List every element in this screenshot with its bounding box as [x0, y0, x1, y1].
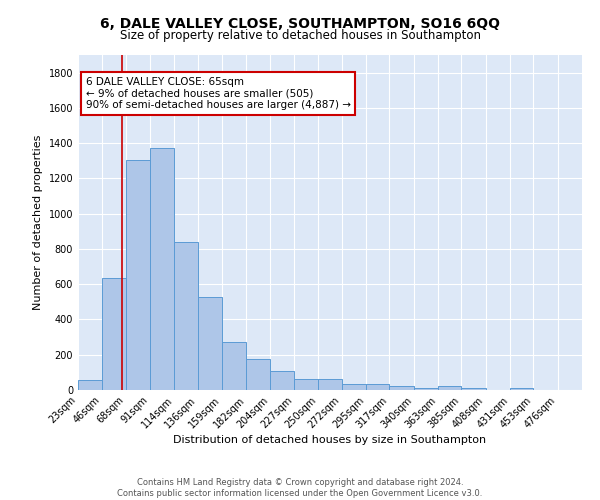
Bar [150, 148, 175, 390]
Text: Size of property relative to detached houses in Southampton: Size of property relative to detached ho… [119, 29, 481, 42]
Bar [103, 278, 125, 390]
Bar [269, 372, 294, 390]
Bar [461, 388, 485, 390]
Bar [510, 388, 533, 390]
Bar [197, 298, 222, 390]
Bar [222, 342, 247, 390]
Bar [389, 386, 413, 390]
Text: 6 DALE VALLEY CLOSE: 65sqm
← 9% of detached houses are smaller (505)
90% of semi: 6 DALE VALLEY CLOSE: 65sqm ← 9% of detac… [86, 77, 350, 110]
Bar [78, 380, 103, 390]
Bar [125, 160, 150, 390]
Bar [319, 378, 341, 390]
Text: Contains HM Land Registry data © Crown copyright and database right 2024.
Contai: Contains HM Land Registry data © Crown c… [118, 478, 482, 498]
Bar [175, 242, 197, 390]
Bar [294, 378, 319, 390]
X-axis label: Distribution of detached houses by size in Southampton: Distribution of detached houses by size … [173, 436, 487, 446]
Bar [366, 384, 389, 390]
Bar [438, 386, 461, 390]
Bar [413, 388, 438, 390]
Bar [247, 359, 269, 390]
Bar [341, 384, 366, 390]
Text: 6, DALE VALLEY CLOSE, SOUTHAMPTON, SO16 6QQ: 6, DALE VALLEY CLOSE, SOUTHAMPTON, SO16 … [100, 18, 500, 32]
Y-axis label: Number of detached properties: Number of detached properties [33, 135, 43, 310]
